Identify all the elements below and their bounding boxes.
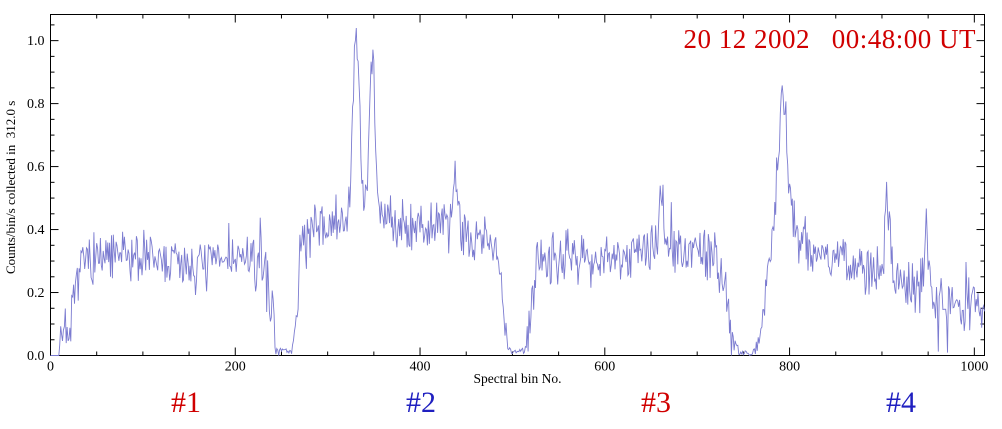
segment-label-2: #2: [406, 386, 436, 419]
y-tick-label: 0.2: [27, 286, 45, 301]
segment-labels: #1 #2 #3 #4: [0, 386, 1002, 428]
x-tick-label: 1000: [960, 360, 988, 375]
y-tick-label: 1.0: [27, 34, 45, 49]
x-tick-label: 600: [594, 360, 615, 375]
x-tick-label: 200: [225, 360, 246, 375]
segment-label-4: #4: [886, 386, 916, 419]
y-tick-label: 0.8: [27, 97, 45, 112]
segment-label-1: #1: [171, 386, 201, 419]
x-axis-title: Spectral bin No.: [473, 371, 562, 386]
segment-label-3: #3: [641, 386, 671, 419]
y-axis-title: Counts/bin/s collected in 312.0 s: [3, 100, 18, 274]
timestamp-annotation: 20 12 2002 00:48:00 UT: [683, 24, 976, 54]
spectrum-line: [50, 27, 985, 357]
x-tick-label: 0: [47, 360, 54, 375]
y-tick-label: 0.0: [27, 349, 45, 364]
plot-frame: [50, 14, 985, 356]
x-tick-label: 800: [779, 360, 800, 375]
x-tick-label: 400: [410, 360, 431, 375]
y-tick-label: 0.4: [27, 223, 45, 238]
y-tick-label: 0.6: [27, 160, 45, 175]
